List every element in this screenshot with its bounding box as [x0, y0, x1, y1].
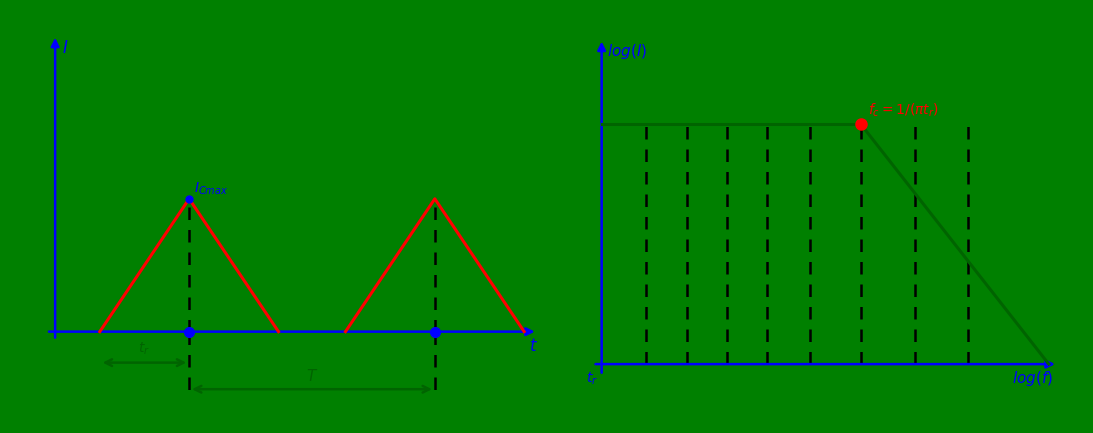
- Text: $f_c=1/(\pi t_r)$: $f_c=1/(\pi t_r)$: [868, 101, 939, 119]
- Text: $t$: $t$: [529, 337, 538, 355]
- Text: $T$: $T$: [306, 368, 318, 384]
- Text: $I_{Cmax}$: $I_{Cmax}$: [195, 180, 228, 197]
- Text: $I$: $I$: [62, 39, 68, 57]
- Text: $t_r$: $t_r$: [139, 341, 151, 357]
- Text: $t_r$: $t_r$: [586, 371, 598, 388]
- Text: $log(I)$: $log(I)$: [607, 42, 647, 61]
- Text: $log(f)$: $log(f)$: [1012, 368, 1054, 388]
